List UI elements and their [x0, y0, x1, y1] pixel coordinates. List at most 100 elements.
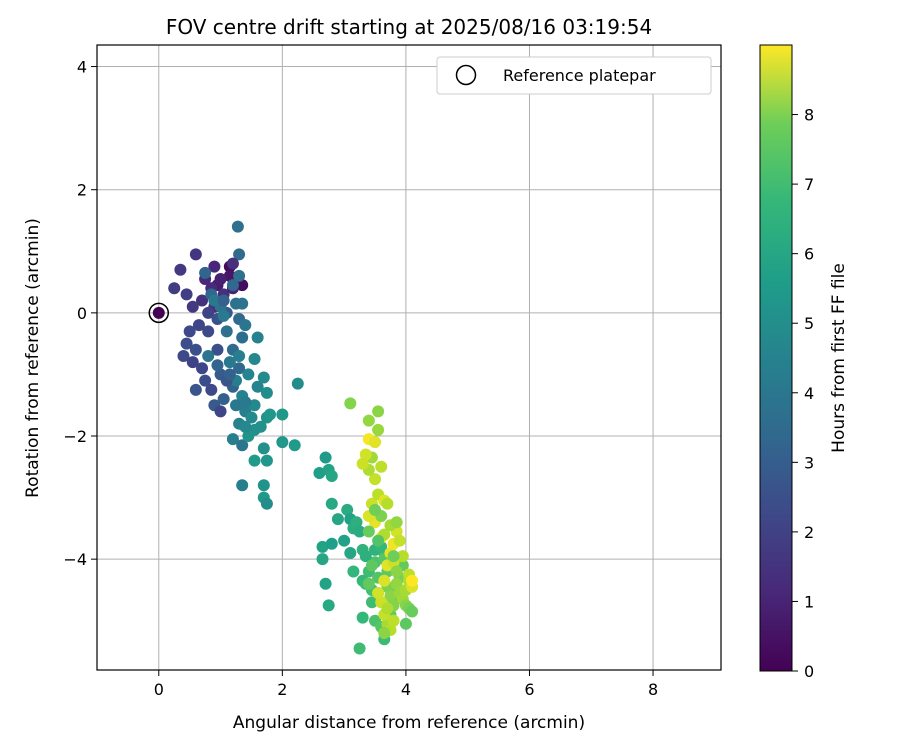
data-point [369, 436, 382, 449]
data-point [248, 454, 261, 467]
data-point [319, 577, 332, 590]
data-point [217, 393, 230, 406]
data-point [174, 263, 187, 276]
data-point [217, 309, 230, 322]
legend-marker-icon [455, 64, 477, 86]
data-point [199, 266, 212, 279]
data-point [372, 405, 385, 418]
data-point [217, 294, 230, 307]
data-point [248, 353, 261, 366]
data-point [257, 442, 270, 455]
data-point [189, 383, 202, 396]
y-tick-label: −2 [63, 427, 87, 446]
data-point [180, 337, 193, 350]
data-point [319, 451, 332, 464]
data-point [231, 220, 244, 233]
data-point [199, 374, 212, 387]
data-point [260, 497, 273, 510]
data-point [211, 359, 224, 372]
colorbar-tick-label: 7 [804, 175, 814, 194]
data-point [341, 503, 354, 516]
data-point [236, 279, 249, 292]
data-point [242, 430, 255, 443]
data-point [251, 380, 264, 393]
data-point [325, 497, 338, 510]
legend: Reference platepar [436, 56, 712, 95]
data-point [390, 516, 403, 529]
data-point [375, 460, 388, 473]
data-point [208, 260, 221, 273]
data-point [316, 553, 329, 566]
plot-frame [96, 44, 722, 671]
x-tick-label: 4 [401, 680, 411, 699]
data-point [202, 349, 215, 362]
data-point [276, 408, 289, 421]
data-point [202, 306, 215, 319]
data-point [396, 550, 409, 563]
reference-platepar-marker [148, 302, 170, 324]
data-point [369, 473, 382, 486]
y-tick-label: −4 [63, 550, 87, 569]
data-point [257, 371, 270, 384]
data-point [356, 457, 369, 470]
data-point [390, 565, 403, 578]
data-point [208, 294, 221, 307]
data-point [257, 479, 270, 492]
y-tick-label: 2 [77, 181, 87, 200]
data-point [230, 399, 243, 412]
colorbar-tick-label: 8 [804, 106, 814, 125]
x-tick-label: 0 [154, 680, 164, 699]
data-point [365, 559, 378, 572]
data-point [186, 300, 199, 313]
x-tick-label: 2 [277, 680, 287, 699]
data-point [214, 405, 227, 418]
data-point [245, 411, 258, 424]
data-point [239, 396, 252, 409]
data-point [226, 257, 239, 270]
data-point [372, 534, 385, 547]
data-point [344, 397, 357, 410]
data-point [291, 377, 304, 390]
data-point [192, 319, 205, 332]
legend-box [436, 56, 712, 95]
data-point [325, 537, 338, 550]
data-point [202, 325, 215, 338]
colorbar-tick-label: 3 [804, 453, 814, 472]
data-point [233, 248, 246, 261]
data-point [378, 627, 391, 640]
data-point [387, 550, 400, 563]
data-point [177, 349, 190, 362]
colorbar-tick-label: 5 [804, 314, 814, 333]
data-point [384, 590, 397, 603]
y-axis-label: Rotation from reference (arcmin) [23, 218, 43, 498]
data-point [331, 513, 344, 526]
data-point [288, 439, 301, 452]
data-point [226, 433, 239, 446]
data-point [369, 503, 382, 516]
data-point [390, 577, 403, 590]
data-point [251, 331, 264, 344]
data-point [236, 439, 249, 452]
data-point [381, 497, 394, 510]
data-point [372, 587, 385, 600]
data-point [196, 294, 209, 307]
data-point [362, 577, 375, 590]
data-point [350, 516, 363, 529]
data-point [353, 642, 366, 655]
data-point [260, 454, 273, 467]
data-point [378, 574, 391, 587]
data-point [239, 319, 252, 332]
data-point [362, 525, 375, 538]
data-point [205, 383, 218, 396]
data-point [233, 269, 246, 282]
data-point [239, 420, 252, 433]
data-point [233, 349, 246, 362]
data-point [338, 534, 351, 547]
colorbar-tick-label: 4 [804, 384, 814, 403]
colorbar-tick-label: 6 [804, 245, 814, 264]
data-point [236, 479, 249, 492]
data-point [183, 325, 196, 338]
data-point [316, 540, 329, 553]
data-point [322, 599, 335, 612]
